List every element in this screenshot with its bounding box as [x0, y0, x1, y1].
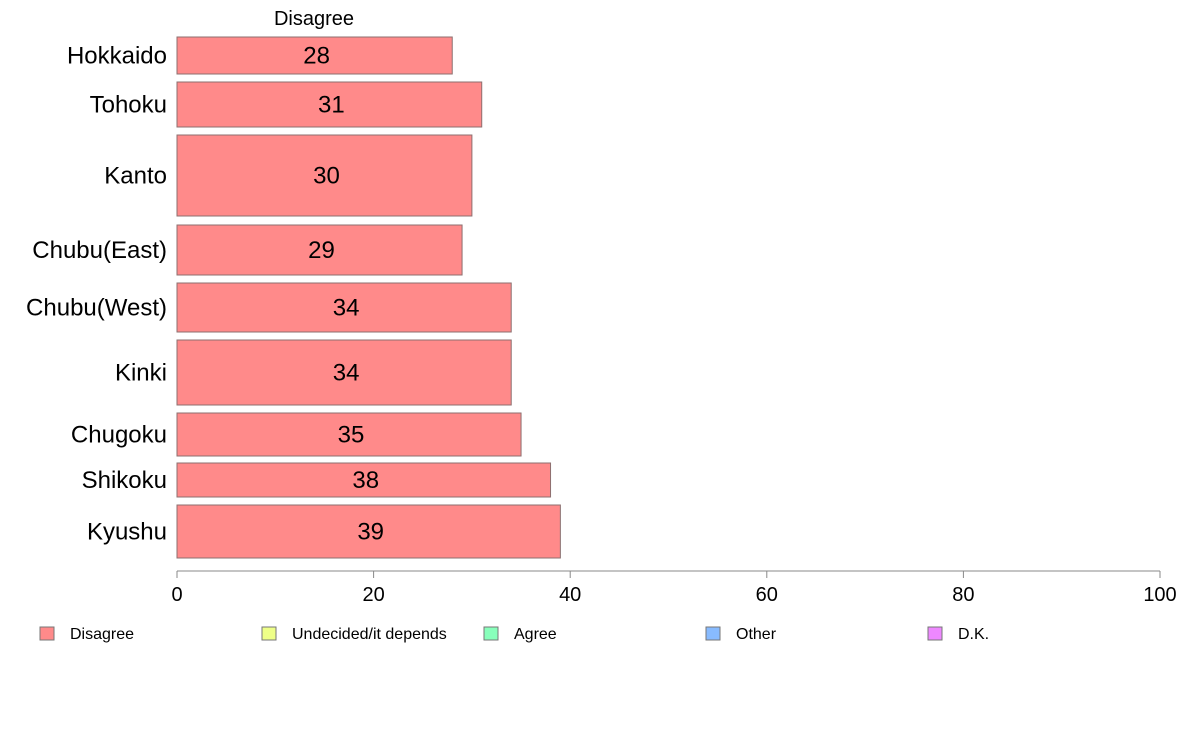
- category-label: Tohoku: [90, 92, 167, 119]
- category-label: Chubu(West): [26, 295, 167, 322]
- legend: Disagree Undecided/it depends Agree Other D.…: [39, 626, 989, 643]
- legend-swatch: [483, 626, 499, 641]
- bar-shikoku: [176, 462, 552, 498]
- bar-kyushu: [176, 504, 561, 559]
- x-axis: 0 20 40 60 80 100: [171, 570, 1177, 606]
- x-tick-label: 0: [171, 584, 182, 606]
- category-label: Kinki: [115, 360, 167, 387]
- x-tick-label: 80: [952, 584, 974, 606]
- bar-value-label: 28: [303, 43, 330, 70]
- x-tick-label: 100: [1143, 584, 1176, 606]
- category-label: Chugoku: [71, 422, 167, 449]
- category-label: Chubu(East): [32, 237, 167, 264]
- panel-title: Disagree: [274, 8, 354, 30]
- category-label: Kyushu: [87, 519, 167, 546]
- bar-value-label: 35: [338, 422, 365, 449]
- x-tick-label: 60: [756, 584, 778, 606]
- legend-swatch: [39, 626, 55, 641]
- bar-chugoku: [176, 412, 522, 457]
- bar-value-label: 30: [313, 163, 340, 190]
- legend-swatch: [261, 626, 277, 641]
- legend-label: Agree: [514, 626, 557, 643]
- bar-value-label: 31: [318, 92, 345, 119]
- legend-label: Undecided/it depends: [292, 626, 447, 643]
- legend-label: Disagree: [70, 626, 134, 643]
- category-label: Hokkaido: [67, 43, 167, 70]
- bar-kinki: [176, 339, 512, 406]
- bar-value-label: 34: [333, 360, 360, 387]
- bar-value-label: 39: [357, 519, 384, 546]
- x-tick-label: 40: [559, 584, 581, 606]
- legend-label: D.K.: [958, 626, 989, 643]
- bar-kanto: [176, 134, 473, 217]
- bar-value-label: 38: [352, 467, 379, 494]
- x-tick-label: 20: [362, 584, 384, 606]
- category-label: Kanto: [104, 163, 167, 190]
- bar-hokkaido: [176, 36, 453, 75]
- bar-tohoku: [176, 81, 483, 128]
- bar-value-label: 29: [308, 237, 335, 264]
- bar-chubu-west-: [176, 282, 512, 333]
- bar-chubu-east-: [176, 224, 463, 276]
- legend-label: Other: [736, 626, 777, 643]
- legend-swatch: [705, 626, 721, 641]
- legend-swatch: [927, 626, 943, 641]
- bars-group: 28 Hokkaido 31 Tohoku 30 Kanto 29 Chubu(East) 34…: [26, 36, 561, 559]
- bar-value-label: 34: [333, 295, 360, 322]
- category-label: Shikoku: [82, 467, 167, 494]
